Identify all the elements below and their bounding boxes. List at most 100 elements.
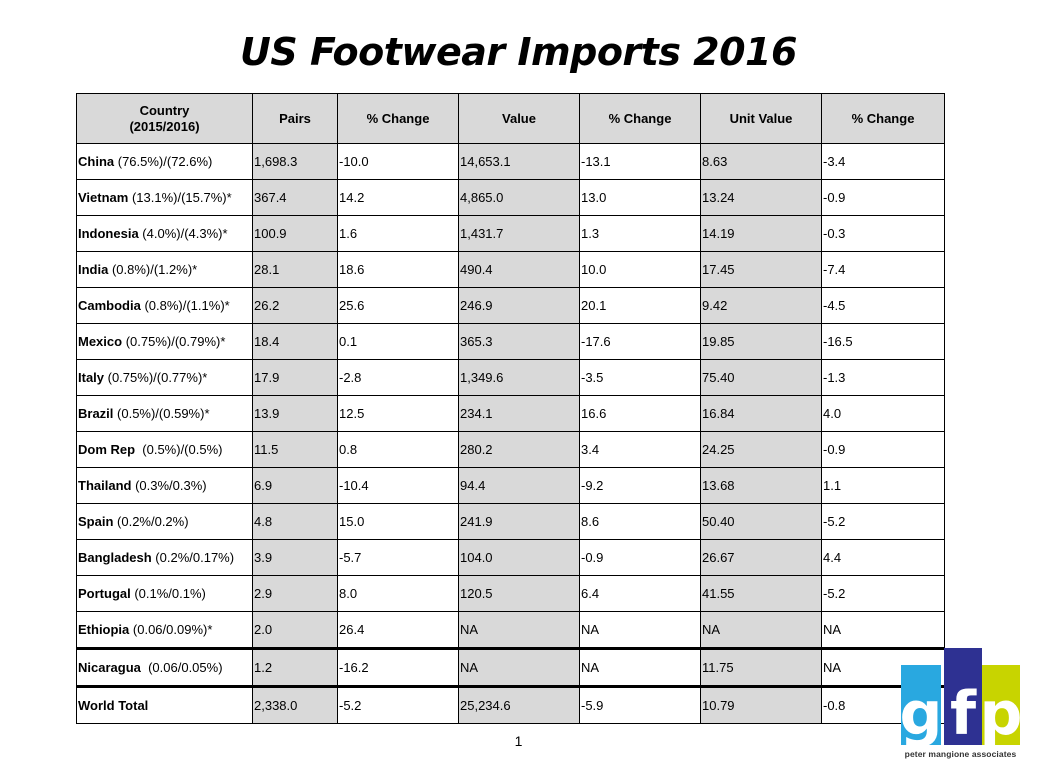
logo-letter-f: f: [949, 679, 977, 749]
country-share: (0.75%)/(0.79%)*: [122, 333, 226, 349]
unit-value-cell: 8.63: [700, 143, 822, 180]
country-cell: Mexico (0.75%)/(0.79%)*: [76, 323, 253, 360]
country-cell: World Total: [76, 686, 253, 724]
value-cell: 246.9: [458, 287, 580, 324]
table-row: China (76.5%)/(72.6%) 1,698.3 -10.0 14,6…: [76, 143, 945, 180]
table-header-row: Country (2015/2016) Pairs % Change Value…: [76, 93, 945, 144]
unit-value-change-cell: 1.1: [821, 467, 945, 504]
value-change-cell: 13.0: [579, 179, 701, 216]
country-name: India: [78, 261, 109, 277]
value-change-cell: 20.1: [579, 287, 701, 324]
country-name: China: [78, 153, 115, 169]
value-change-cell: 6.4: [579, 575, 701, 612]
table-row: Italy (0.75%)/(0.77%)* 17.9 -2.8 1,349.6…: [76, 359, 945, 396]
header-country: Country (2015/2016): [76, 93, 253, 144]
country-cell: Bangladesh (0.2%/0.17%): [76, 539, 253, 576]
table-row: Indonesia (4.0%)/(4.3%)* 100.9 1.6 1,431…: [76, 215, 945, 252]
country-cell: Nicaragua (0.06/0.05%): [76, 647, 253, 688]
country-name: Cambodia: [78, 297, 141, 313]
table-row: India (0.8%)/(1.2%)* 28.1 18.6 490.4 10.…: [76, 251, 945, 288]
table-row: Ethiopia (0.06/0.09%)* 2.0 26.4 NA NA NA…: [76, 611, 945, 649]
country-cell: Thailand (0.3%/0.3%): [76, 467, 253, 504]
pairs-change-cell: -10.0: [337, 143, 459, 180]
value-change-cell: NA: [579, 647, 701, 688]
unit-value-cell: 13.68: [700, 467, 822, 504]
value-cell: 241.9: [458, 503, 580, 540]
pairs-change-cell: 25.6: [337, 287, 459, 324]
country-name: Dom Rep: [78, 441, 136, 457]
country-name: Mexico: [78, 333, 123, 349]
unit-value-cell: 11.75: [700, 647, 822, 688]
table-row-total: World Total 2,338.0 -5.2 25,234.6 -5.9 1…: [76, 686, 945, 724]
table-row: Vietnam (13.1%)/(15.7%)* 367.4 14.2 4,86…: [76, 179, 945, 216]
unit-value-change-cell: 4.0: [821, 395, 945, 432]
country-name: Indonesia: [78, 225, 139, 241]
table-row: Portugal (0.1%/0.1%) 2.9 8.0 120.5 6.4 4…: [76, 575, 945, 612]
country-name: Italy: [78, 369, 105, 385]
header-unit-value: Unit Value: [700, 93, 822, 144]
country-cell: Cambodia (0.8%)/(1.1%)*: [76, 287, 253, 324]
pairs-cell: 6.9: [252, 467, 338, 504]
header-unit-value-change: % Change: [821, 93, 945, 144]
table-row: Thailand (0.3%/0.3%) 6.9 -10.4 94.4 -9.2…: [76, 467, 945, 504]
pairs-cell: 13.9: [252, 395, 338, 432]
pairs-change-cell: 0.1: [337, 323, 459, 360]
pairs-change-cell: -16.2: [337, 647, 459, 688]
country-name: Bangladesh: [78, 549, 152, 565]
pairs-cell: 28.1: [252, 251, 338, 288]
country-name: Spain: [78, 513, 114, 529]
unit-value-cell: 17.45: [700, 251, 822, 288]
country-name: Brazil: [78, 405, 114, 421]
gfp-logo: g f p peter mangione associates: [897, 648, 1024, 763]
country-name: Portugal: [78, 585, 131, 601]
value-change-cell: -0.9: [579, 539, 701, 576]
value-cell: 14,653.1: [458, 143, 580, 180]
value-cell: 4,865.0: [458, 179, 580, 216]
country-name: Thailand: [78, 477, 132, 493]
unit-value-change-cell: -1.3: [821, 359, 945, 396]
pairs-change-cell: -2.8: [337, 359, 459, 396]
unit-value-cell: 9.42: [700, 287, 822, 324]
logo-f-block: f: [944, 648, 982, 745]
country-share: (0.2%/0.17%): [151, 549, 235, 565]
table-row: Brazil (0.5%)/(0.59%)* 13.9 12.5 234.1 1…: [76, 395, 945, 432]
value-change-cell: -17.6: [579, 323, 701, 360]
country-cell: India (0.8%)/(1.2%)*: [76, 251, 253, 288]
header-pairs-change: % Change: [337, 93, 459, 144]
pairs-change-cell: 1.6: [337, 215, 459, 252]
pairs-cell: 367.4: [252, 179, 338, 216]
value-cell: 94.4: [458, 467, 580, 504]
unit-value-change-cell: -5.2: [821, 503, 945, 540]
country-share: (0.5%)/(0.59%)*: [113, 405, 210, 421]
country-cell: Portugal (0.1%/0.1%): [76, 575, 253, 612]
page-title: US Footwear Imports 2016: [240, 30, 797, 74]
country-cell: China (76.5%)/(72.6%): [76, 143, 253, 180]
unit-value-change-cell: 4.4: [821, 539, 945, 576]
unit-value-cell: 13.24: [700, 179, 822, 216]
value-change-cell: 10.0: [579, 251, 701, 288]
value-change-cell: -9.2: [579, 467, 701, 504]
pairs-change-cell: 12.5: [337, 395, 459, 432]
unit-value-change-cell: -7.4: [821, 251, 945, 288]
pairs-cell: 1.2: [252, 647, 338, 688]
pairs-cell: 26.2: [252, 287, 338, 324]
value-cell: 365.3: [458, 323, 580, 360]
value-cell: 1,431.7: [458, 215, 580, 252]
country-cell: Dom Rep (0.5%)/(0.5%): [76, 431, 253, 468]
pairs-cell: 2.0: [252, 611, 338, 649]
table-row: Mexico (0.75%)/(0.79%)* 18.4 0.1 365.3 -…: [76, 323, 945, 360]
pairs-change-cell: 0.8: [337, 431, 459, 468]
unit-value-cell: 14.19: [700, 215, 822, 252]
country-share: (0.75%)/(0.77%)*: [104, 369, 208, 385]
pairs-cell: 1,698.3: [252, 143, 338, 180]
country-name: Vietnam: [78, 189, 129, 205]
unit-value-cell: 16.84: [700, 395, 822, 432]
logo-letter-g: g: [899, 679, 943, 749]
country-share: (0.1%/0.1%): [130, 585, 206, 601]
country-cell: Italy (0.75%)/(0.77%)*: [76, 359, 253, 396]
value-cell: 25,234.6: [458, 686, 580, 724]
unit-value-cell: 10.79: [700, 686, 822, 724]
pairs-cell: 4.8: [252, 503, 338, 540]
country-share: (0.5%)/(0.5%): [135, 441, 223, 457]
page-number: 1: [514, 733, 523, 749]
